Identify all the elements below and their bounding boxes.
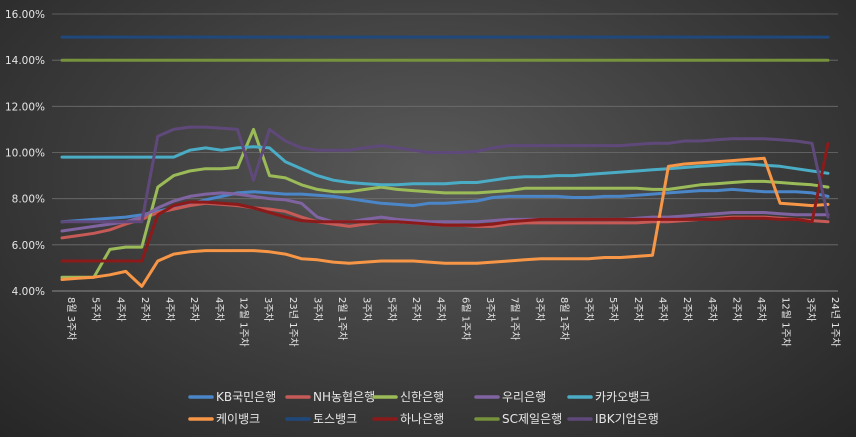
x-tick-label: 8월 1주차 (558, 297, 570, 341)
x-tick-label: 12월 1주차 (780, 297, 792, 347)
x-tick-label: 3주차 (533, 297, 545, 322)
x-tick-label: 3주차 (804, 297, 816, 322)
x-tick-label: 4주차 (213, 297, 225, 322)
series-line-3 (60, 191, 830, 233)
x-tick-label: 2주차 (188, 297, 200, 322)
x-tick-label: 4주차 (657, 297, 669, 322)
x-tick-label: 2주차 (139, 297, 151, 322)
x-axis-ticks: 8월 3주차 5주차 4주차 2주차 4주차 2주차 4주차 12월 1주차 3주차 23년 1주… (65, 297, 841, 347)
legend-label: NH농협은행 (313, 389, 375, 404)
legend-label: 신한은행 (400, 389, 444, 404)
x-tick-label: 5주차 (385, 297, 397, 322)
legend-label: 토스뱅크 (313, 412, 357, 426)
x-tick-label: 3주차 (583, 297, 595, 322)
x-tick-label: 6월 1주차 (459, 297, 471, 341)
x-tick-label: 3주차 (361, 297, 373, 322)
y-axis-ticks: 4.00% 6.00% 8.00% 10.00% 12.00% 14.00% 16.00% (5, 9, 45, 298)
y-tick-label: 8.00% (12, 194, 45, 206)
x-tick-label: 3주차 (262, 297, 274, 322)
x-tick-label: 2월 1주차 (336, 297, 348, 341)
legend-label: 우리은행 (502, 389, 546, 404)
y-tick-label: 6.00% (12, 240, 45, 252)
y-tick-label: 4.00% (12, 286, 45, 298)
series-line-5 (60, 156, 830, 288)
x-tick-label: 7월 1주차 (509, 297, 521, 341)
x-tick-label: 2주차 (681, 297, 693, 322)
series-line-2 (60, 127, 830, 279)
x-tick-label: 24년 1주차 (829, 297, 841, 347)
x-tick-label: 2주차 (632, 297, 644, 322)
legend-label: SC제일은행 (502, 411, 562, 426)
x-tick-label: 2주차 (410, 297, 422, 322)
series-line-7 (60, 141, 830, 263)
x-tick-label: 12월 1주차 (238, 297, 250, 347)
x-tick-label: 5주차 (607, 297, 619, 322)
legend-label: KB국민은행 (216, 389, 276, 404)
x-tick-label: 3주차 (312, 297, 324, 322)
x-tick-label: 4주차 (164, 297, 176, 322)
series-line-9 (60, 125, 830, 224)
x-tick-label: 5주차 (90, 297, 102, 322)
x-tick-label: 4주차 (114, 297, 126, 322)
x-tick-label: 8월 3주차 (65, 297, 77, 341)
y-tick-label: 14.00% (5, 55, 45, 67)
y-tick-label: 12.00% (5, 101, 45, 113)
legend-label: 하나은행 (400, 411, 444, 426)
series-line-4 (60, 145, 830, 187)
x-tick-label: 3주차 (484, 297, 496, 322)
legend-label: 케이뱅크 (216, 412, 260, 426)
x-tick-label: 4주차 (706, 297, 718, 322)
y-tick-label: 16.00% (5, 9, 45, 21)
x-tick-label: 23년 1주차 (287, 297, 299, 347)
legend-label: 카카오뱅크 (595, 390, 650, 404)
x-tick-label: 4주차 (755, 297, 767, 322)
x-tick-label: 2주차 (730, 297, 742, 322)
y-tick-label: 10.00% (5, 148, 45, 160)
legend-label: IBK기업은행 (595, 411, 659, 426)
x-tick-label: 4주차 (435, 297, 447, 322)
series-lines (60, 35, 830, 288)
